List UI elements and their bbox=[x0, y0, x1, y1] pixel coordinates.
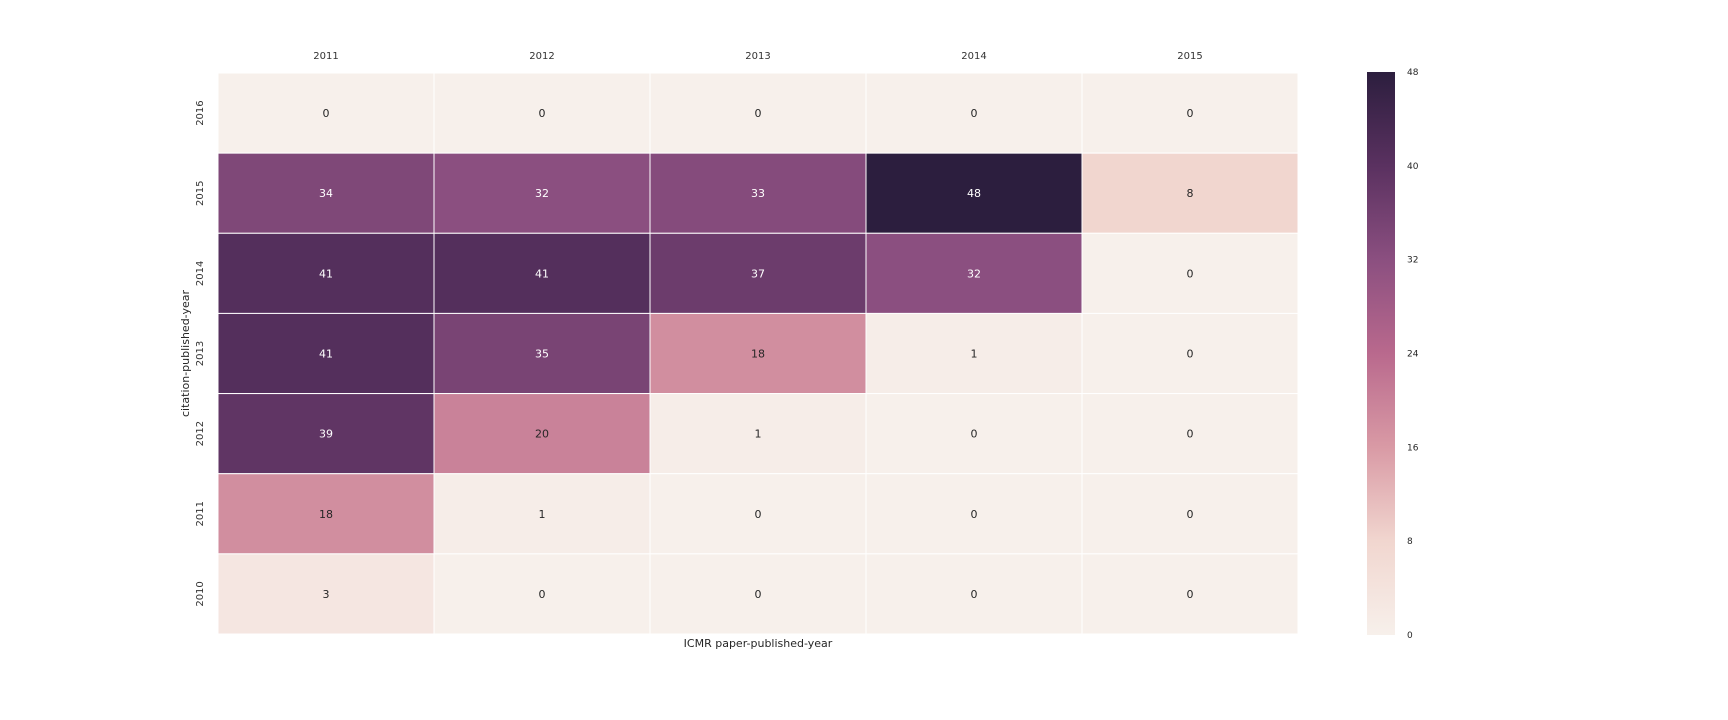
y-tick-label: 2012 bbox=[195, 421, 206, 446]
cell-value-label: 0 bbox=[971, 508, 978, 521]
heatmap-cell bbox=[865, 553, 1083, 635]
x-tick-label: 2015 bbox=[1177, 51, 1202, 62]
cell-value-label: 0 bbox=[1187, 107, 1194, 120]
heatmap-cell bbox=[217, 553, 435, 635]
cell-value-label: 1 bbox=[755, 428, 762, 441]
cell-value-label: 0 bbox=[755, 107, 762, 120]
cell-value-label: 0 bbox=[1187, 508, 1194, 521]
heatmap-cell bbox=[865, 312, 1083, 395]
cell-value-label: 32 bbox=[535, 187, 549, 200]
x-tick-label: 2014 bbox=[961, 51, 986, 62]
cell-value-label: 18 bbox=[751, 348, 765, 361]
heatmap-cell bbox=[1081, 473, 1299, 555]
cell-value-label: 0 bbox=[1187, 348, 1194, 361]
heatmap-cell bbox=[649, 72, 867, 154]
colorbar-tick-label: 48 bbox=[1407, 68, 1419, 78]
heatmap-cell bbox=[649, 312, 867, 395]
heatmap-cell bbox=[217, 152, 435, 234]
colorbar-tick-label: 40 bbox=[1407, 162, 1419, 172]
cell-value-label: 0 bbox=[755, 588, 762, 601]
heatmap-cell bbox=[1081, 393, 1299, 475]
heatmap-cell bbox=[433, 312, 651, 395]
cell-value-label: 33 bbox=[751, 187, 765, 200]
x-tick-label: 2013 bbox=[745, 51, 770, 62]
x-tick-label: 2012 bbox=[529, 51, 554, 62]
y-tick-labels: 2016 2015 2014 2013 2012 2011 2010 bbox=[195, 100, 206, 606]
x-tick-label: 2011 bbox=[313, 51, 338, 62]
cell-value-label: 0 bbox=[755, 508, 762, 521]
cell-value-label: 39 bbox=[319, 428, 333, 441]
colorbar-tick-label: 8 bbox=[1407, 537, 1413, 547]
heatmap-cell bbox=[649, 473, 867, 555]
x-tick-labels: 2011 2012 2013 2014 2015 bbox=[313, 51, 1202, 62]
cell-value-label: 32 bbox=[967, 267, 981, 280]
cell-value-label: 48 bbox=[967, 187, 981, 200]
heatmap-cell bbox=[1081, 152, 1299, 234]
heatmap-cell bbox=[433, 72, 651, 154]
cell-value-label: 18 bbox=[319, 508, 333, 521]
heatmap-cell bbox=[1081, 232, 1299, 314]
heatmap-cell bbox=[1081, 553, 1299, 635]
cell-value-label: 0 bbox=[539, 588, 546, 601]
cell-value-label: 1 bbox=[539, 508, 546, 521]
heatmap-cell bbox=[217, 393, 435, 475]
y-tick-label: 2011 bbox=[195, 501, 206, 526]
heatmap-cell bbox=[865, 72, 1083, 154]
colorbar-tick-label: 0 bbox=[1407, 631, 1413, 641]
colorbar-tick-label: 24 bbox=[1407, 350, 1419, 360]
cell-value-label: 0 bbox=[323, 107, 330, 120]
colorbar-gradient bbox=[1367, 72, 1395, 635]
heatmap-cells: 0 0 0 0 034 32 33 48 841 41 37 32 041 35 18 1 039 20 1 0 018… bbox=[217, 72, 1299, 635]
cell-value-label: 0 bbox=[971, 428, 978, 441]
heatmap-cell bbox=[433, 473, 651, 555]
cell-value-label: 20 bbox=[535, 428, 549, 441]
cell-value-label: 3 bbox=[323, 588, 330, 601]
cell-value-label: 0 bbox=[539, 107, 546, 120]
heatmap-cell bbox=[649, 152, 867, 234]
cell-value-label: 41 bbox=[319, 267, 333, 280]
colorbar-tick-label: 32 bbox=[1407, 256, 1418, 266]
heatmap-cell bbox=[865, 232, 1083, 314]
cell-value-label: 0 bbox=[971, 588, 978, 601]
cell-value-label: 35 bbox=[535, 348, 549, 361]
y-tick-label: 2010 bbox=[195, 581, 206, 606]
heatmap-cell bbox=[649, 232, 867, 314]
cell-value-label: 41 bbox=[535, 267, 549, 280]
cell-value-label: 0 bbox=[1187, 428, 1194, 441]
cell-value-label: 8 bbox=[1187, 187, 1194, 200]
y-axis-label: citation-published-year bbox=[179, 290, 192, 417]
x-axis-label: ICMR paper-published-year bbox=[684, 637, 833, 650]
y-tick-label: 2016 bbox=[195, 100, 206, 125]
heatmap-cell bbox=[433, 232, 651, 314]
y-tick-label: 2015 bbox=[195, 180, 206, 205]
heatmap-cell bbox=[1081, 72, 1299, 154]
heatmap-cell bbox=[1081, 312, 1299, 395]
cell-value-label: 34 bbox=[319, 187, 333, 200]
cell-value-label: 0 bbox=[971, 107, 978, 120]
heatmap-cell bbox=[433, 393, 651, 475]
colorbar: 0 8 16 24 32 40 48 bbox=[1367, 68, 1419, 641]
heatmap-cell bbox=[865, 473, 1083, 555]
heatmap-cell bbox=[217, 312, 435, 395]
cell-value-label: 1 bbox=[971, 348, 978, 361]
cell-value-label: 0 bbox=[1187, 267, 1194, 280]
y-tick-label: 2013 bbox=[195, 341, 206, 366]
cell-value-label: 41 bbox=[319, 348, 333, 361]
colorbar-tick-labels: 0 8 16 24 32 40 48 bbox=[1407, 68, 1419, 641]
heatmap-cell bbox=[217, 72, 435, 154]
heatmap-cell bbox=[649, 393, 867, 475]
cell-value-label: 37 bbox=[751, 267, 765, 280]
y-tick-label: 2014 bbox=[195, 261, 206, 286]
colorbar-tick-label: 16 bbox=[1407, 443, 1419, 453]
cell-value-label: 0 bbox=[1187, 588, 1194, 601]
